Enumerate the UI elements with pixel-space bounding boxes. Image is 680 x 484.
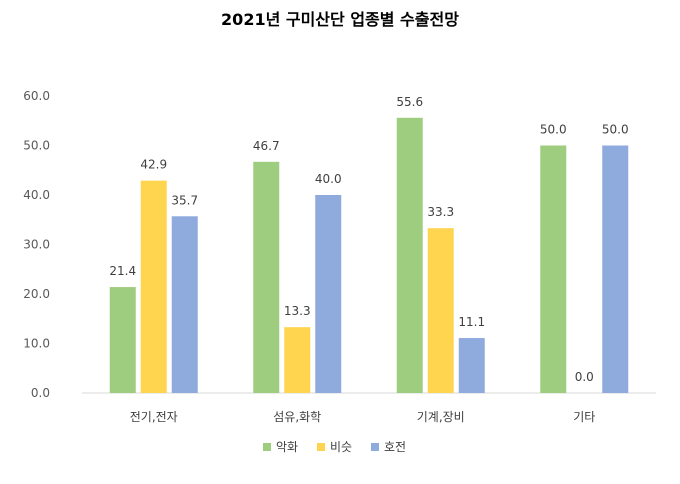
data-label: 42.9 bbox=[140, 158, 167, 172]
data-label: 50.0 bbox=[540, 123, 567, 137]
bar-악화 bbox=[253, 161, 280, 393]
bar-악화 bbox=[109, 287, 136, 393]
data-label: 11.1 bbox=[458, 315, 485, 329]
bar-호전 bbox=[602, 145, 629, 393]
x-category-label: 섬유,화학 bbox=[273, 410, 321, 424]
legend-label: 악화 bbox=[276, 440, 298, 454]
data-label: 21.4 bbox=[109, 264, 136, 278]
data-label: 46.7 bbox=[253, 139, 280, 153]
bar-비슷 bbox=[427, 228, 454, 393]
y-tick-label: 60.0 bbox=[23, 89, 50, 103]
legend-label: 호전 bbox=[384, 440, 406, 454]
x-category-label: 기계,장비 bbox=[417, 410, 465, 424]
bar-호전 bbox=[315, 195, 342, 393]
bar-악화 bbox=[540, 145, 567, 393]
y-tick-label: 30.0 bbox=[23, 238, 50, 252]
data-label: 0.0 bbox=[575, 370, 594, 384]
y-tick-label: 0.0 bbox=[31, 386, 50, 400]
bar-비슷 bbox=[284, 327, 311, 393]
y-tick-label: 50.0 bbox=[23, 139, 50, 153]
bar-비슷 bbox=[140, 180, 167, 393]
data-label: 33.3 bbox=[427, 205, 454, 219]
data-label: 35.7 bbox=[171, 193, 198, 207]
data-label: 13.3 bbox=[284, 304, 311, 318]
data-label: 50.0 bbox=[602, 123, 629, 137]
legend-swatch bbox=[263, 443, 271, 451]
bar-호전 bbox=[458, 338, 485, 393]
y-tick-label: 20.0 bbox=[23, 287, 50, 301]
legend-label: 비슷 bbox=[330, 440, 352, 454]
x-category-label: 기타 bbox=[573, 410, 595, 424]
bar-악화 bbox=[396, 117, 423, 393]
chart-title: 2021년 구미산단 업종별 수출전망 bbox=[221, 10, 459, 29]
x-category-label: 전기,전자 bbox=[130, 410, 178, 424]
data-label: 40.0 bbox=[315, 172, 342, 186]
legend-swatch bbox=[317, 443, 325, 451]
bar-호전 bbox=[171, 216, 198, 393]
data-label: 55.6 bbox=[396, 95, 423, 109]
legend-swatch bbox=[371, 443, 379, 451]
y-tick-label: 40.0 bbox=[23, 188, 50, 202]
y-tick-label: 10.0 bbox=[23, 337, 50, 351]
